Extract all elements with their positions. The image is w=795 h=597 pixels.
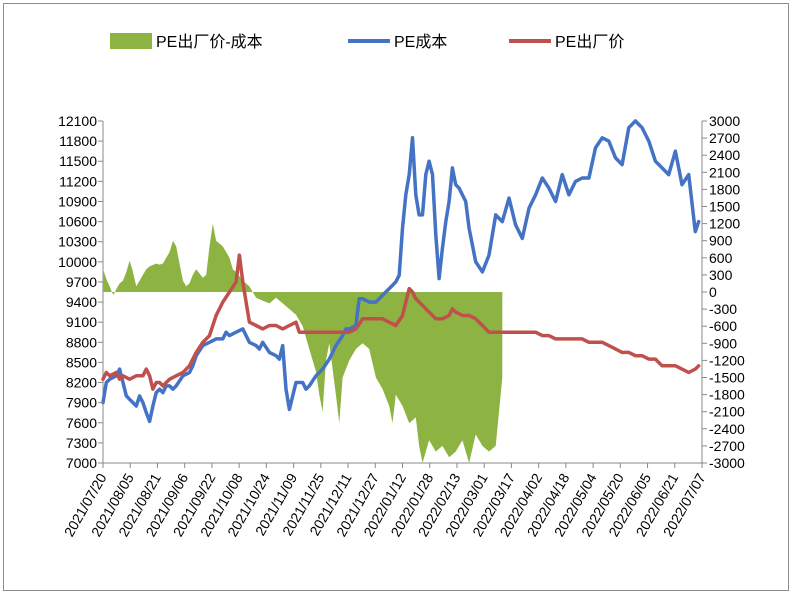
series-area-0 xyxy=(103,223,503,463)
right-tick-label: -600 xyxy=(709,318,737,334)
x-axis-ticks: 2021/07/202021/08/052021/08/212021/09/06… xyxy=(61,463,709,539)
right-tick-label: 0 xyxy=(709,284,717,300)
legend-label: PE成本 xyxy=(394,33,447,51)
right-tick-label: -2400 xyxy=(709,421,745,437)
left-tick-label: 11200 xyxy=(59,173,97,189)
right-tick-label: -1800 xyxy=(709,387,745,403)
legend-label: PE出厂价-成本 xyxy=(156,33,263,51)
right-tick-label: -2700 xyxy=(709,438,745,454)
area-series-layer xyxy=(103,223,503,463)
right-tick-label: 3000 xyxy=(709,113,740,129)
left-tick-label: 7600 xyxy=(66,415,97,431)
left-tick-label: 9400 xyxy=(66,294,97,310)
left-tick-label: 11500 xyxy=(59,153,97,169)
left-axis-ticks: 7000 7300 7600 7900 8200 8500 8800 9100 9400 9700… xyxy=(58,113,103,471)
right-tick-label: 1500 xyxy=(709,199,740,215)
left-tick-label: 10900 xyxy=(58,193,97,209)
right-tick-label: -1200 xyxy=(709,352,745,368)
left-tick-label: 7900 xyxy=(66,395,97,411)
line-series-layer xyxy=(101,119,701,424)
left-tick-label: 11800 xyxy=(59,133,97,149)
legend: PE出厂价-成本 PE成本 PE出厂价 xyxy=(110,33,624,51)
right-tick-label: -2100 xyxy=(709,404,745,420)
right-tick-label: 1800 xyxy=(709,181,740,197)
left-tick-label: 8200 xyxy=(66,375,97,391)
right-axis-ticks: -3000-2700-2400-2100-1800-1500-1200-900-… xyxy=(702,113,745,471)
right-tick-label: -3000 xyxy=(709,455,745,471)
left-tick-label: 12100 xyxy=(58,113,97,129)
left-tick-label: 10300 xyxy=(58,234,97,250)
right-tick-label: 2700 xyxy=(709,130,740,146)
right-tick-label: -900 xyxy=(709,335,737,351)
right-tick-label: -300 xyxy=(709,301,737,317)
series-line-2 xyxy=(101,253,701,391)
series-line-1 xyxy=(101,119,701,424)
left-tick-label: 10600 xyxy=(58,214,97,230)
right-tick-label: 900 xyxy=(709,233,733,249)
left-tick-label: 7300 xyxy=(66,435,97,451)
left-tick-label: 8800 xyxy=(66,334,97,350)
left-tick-label: 7000 xyxy=(66,455,97,471)
right-tick-label: 1200 xyxy=(709,216,740,232)
left-tick-label: 9100 xyxy=(66,314,97,330)
left-tick-label: 8500 xyxy=(66,354,97,370)
left-tick-label: 9700 xyxy=(66,274,97,290)
left-tick-label: 10000 xyxy=(58,254,97,270)
right-tick-label: 600 xyxy=(709,250,733,266)
right-tick-label: 2400 xyxy=(709,147,740,163)
right-tick-label: 2100 xyxy=(709,164,740,180)
right-tick-label: -1500 xyxy=(709,370,745,386)
legend-label: PE出厂价 xyxy=(555,33,624,51)
chart: PE出厂价-成本 PE成本 PE出厂价 7000 7300 7600 7900 8200 85… xyxy=(58,33,745,539)
right-tick-label: 300 xyxy=(709,267,733,283)
legend-swatch xyxy=(110,33,152,49)
chart-frame: PE出厂价-成本 PE成本 PE出厂价 7000 7300 7600 7900 8200 85… xyxy=(3,3,789,591)
